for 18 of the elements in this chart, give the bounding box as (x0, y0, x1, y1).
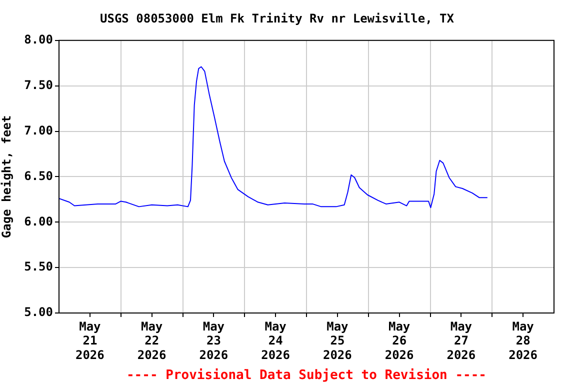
x-tick-label: May 25 2026 (322, 319, 352, 362)
x-tick-label: May 22 2026 (137, 319, 166, 362)
y-axis-title: Gage height, feet (0, 115, 14, 238)
y-tick-label: 8.00 (24, 32, 53, 47)
y-tick-label: 5.50 (24, 260, 53, 274)
text: ---- Provisional Data Subject to Revision ---- (126, 368, 487, 383)
x-tick-label: May 28 2026 (508, 319, 538, 362)
y-tick-label: 6.50 (24, 168, 53, 183)
x-tick-label: May 27 2026 (446, 319, 476, 362)
chart-title: USGS 08053000 Elm Fk Trinity Rv nr Lewisville, TX (100, 11, 455, 26)
x-tick-label: May 24 2026 (261, 319, 290, 362)
y-tick-label: 5.00 (24, 305, 53, 320)
y-tick-label: 7.50 (24, 78, 53, 92)
y-tick-label: 7.00 (24, 123, 53, 138)
x-tick-label: May 26 2026 (384, 319, 414, 362)
x-tick-label: May 21 2026 (75, 319, 104, 362)
x-tick-label: May 23 2026 (199, 319, 228, 362)
y-tick-label: 6.00 (24, 214, 53, 228)
